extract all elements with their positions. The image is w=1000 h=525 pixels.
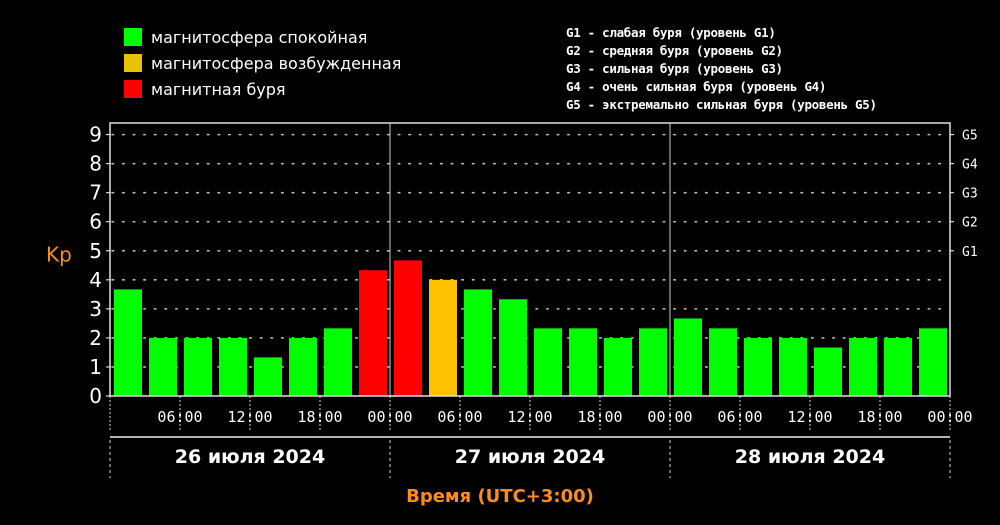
bar — [674, 318, 702, 396]
bar — [464, 289, 492, 396]
legend-item-quiet: магнитосфера спокойная — [124, 24, 401, 50]
y-tick-label: 4 — [89, 268, 102, 292]
bar — [359, 270, 387, 396]
date-label: 28 июля 2024 — [735, 446, 885, 468]
x-axis-title: Время (UTC+3:00) — [406, 486, 594, 507]
legend-label-storm: магнитная буря — [151, 79, 286, 99]
storm-level-g4: G4 - очень сильная буря (уровень G4) — [566, 79, 827, 94]
right-tick-label: G1 — [962, 245, 978, 260]
legend-item-excited: магнитосфера возбужденная — [124, 50, 401, 76]
storm-level-g1: G1 - слабая буря (уровень G1) — [566, 25, 776, 40]
time-tick-label: 18:00 — [297, 408, 342, 426]
right-tick-label: G4 — [962, 158, 978, 173]
bar — [884, 337, 912, 396]
bar — [289, 337, 317, 396]
bar — [114, 289, 142, 396]
bar — [394, 260, 422, 396]
time-tick-label: 12:00 — [227, 408, 272, 426]
time-tick-label: 12:00 — [787, 408, 832, 426]
bar — [744, 337, 772, 396]
bar — [254, 357, 282, 396]
bar — [849, 337, 877, 396]
bar — [324, 328, 352, 396]
date-label: 27 июля 2024 — [455, 446, 605, 468]
time-tick-label: 06:00 — [717, 408, 762, 426]
y-tick-label: 1 — [89, 355, 102, 379]
y-tick-label: 0 — [89, 384, 102, 408]
bar — [569, 328, 597, 396]
bar — [184, 337, 212, 396]
legend-label-excited: магнитосфера возбужденная — [151, 53, 402, 73]
y-tick-label: 2 — [89, 326, 102, 350]
y-tick-label: 9 — [89, 123, 102, 147]
time-tick-label: 00:00 — [647, 408, 692, 426]
right-tick-label: G2 — [962, 216, 978, 231]
legend-item-storm: магнитная буря — [124, 76, 401, 102]
bar — [604, 337, 632, 396]
time-tick-label: 00:00 — [367, 408, 412, 426]
right-tick-label: G3 — [962, 187, 978, 202]
y-tick-label: 7 — [89, 181, 102, 205]
bar — [499, 299, 527, 396]
storm-level-g3: G3 - сильная буря (уровень G3) — [566, 61, 783, 76]
bar — [814, 347, 842, 396]
bar — [919, 328, 947, 396]
time-tick-label: 00:00 — [927, 408, 972, 426]
time-tick-label: 06:00 — [437, 408, 482, 426]
time-tick-label: 06:00 — [157, 408, 202, 426]
y-tick-label: 5 — [89, 239, 102, 263]
legend-swatch-excited — [124, 54, 142, 72]
storm-level-legend: G1 - слабая буря (уровень G1) G2 - средн… — [566, 24, 877, 114]
storm-level-g5: G5 - экстремально сильная буря (уровень … — [566, 97, 877, 112]
y-tick-label: 3 — [89, 297, 102, 321]
bar — [639, 328, 667, 396]
legend-label-quiet: магнитосфера спокойная — [151, 27, 368, 47]
bar — [219, 337, 247, 396]
date-label: 26 июля 2024 — [175, 446, 325, 468]
y-axis-label: Kp — [46, 243, 72, 267]
y-tick-label: 6 — [89, 210, 102, 234]
storm-level-g2: G2 - средняя буря (уровень G2) — [566, 43, 783, 58]
legend-swatch-quiet — [124, 28, 142, 46]
right-tick-label: G5 — [962, 129, 978, 144]
legend-swatch-storm — [124, 80, 142, 98]
time-tick-label: 12:00 — [507, 408, 552, 426]
bar — [429, 279, 457, 396]
time-tick-label: 18:00 — [577, 408, 622, 426]
bar — [709, 328, 737, 396]
bar — [779, 337, 807, 396]
bar — [149, 337, 177, 396]
time-tick-label: 18:00 — [857, 408, 902, 426]
bar — [534, 328, 562, 396]
color-legend: магнитосфера спокойная магнитосфера возб… — [124, 24, 401, 102]
y-tick-label: 8 — [89, 152, 102, 176]
